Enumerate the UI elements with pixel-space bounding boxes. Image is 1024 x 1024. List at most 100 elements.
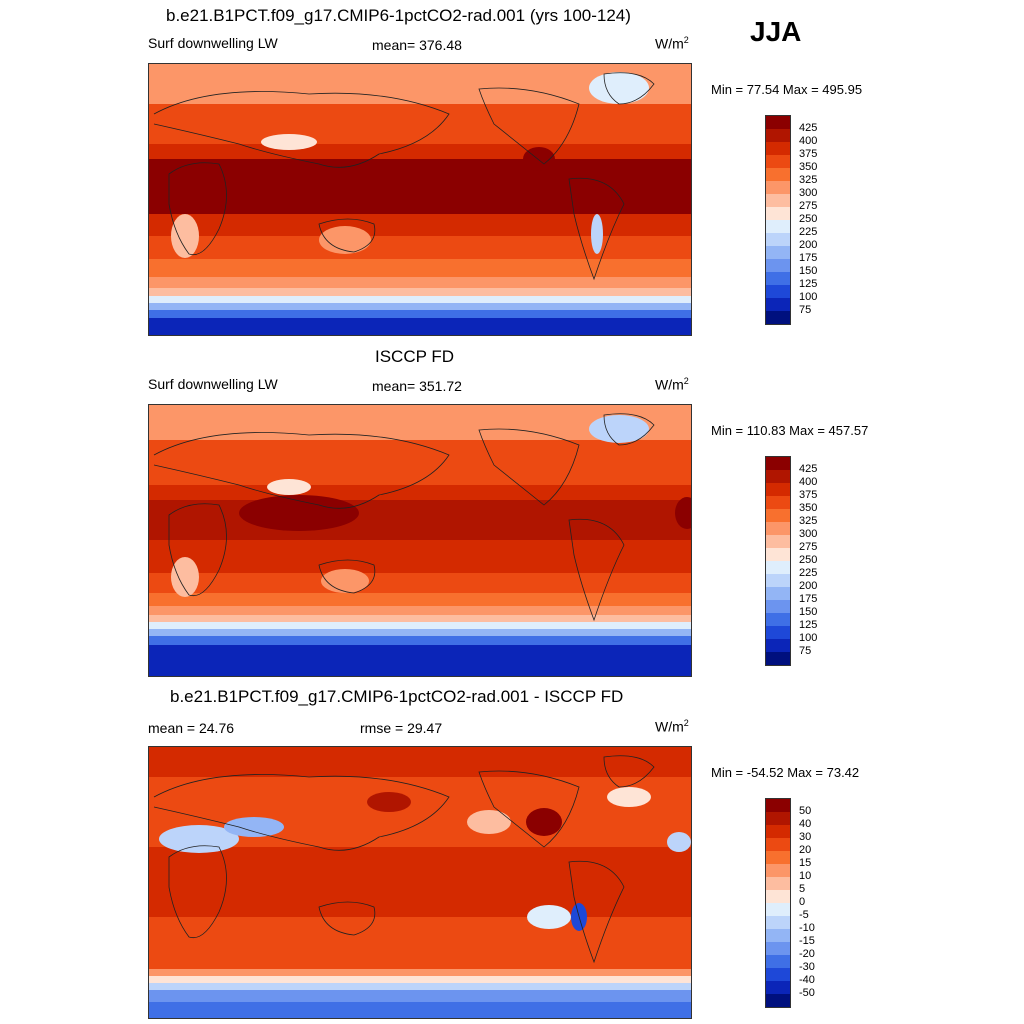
colorbar-tick-label: 125 [799,620,817,631]
panel2-minmax: Min = 110.83 Max = 457.57 [711,423,868,438]
colorbar-swatch [766,994,790,1007]
colorbar-swatch [766,929,790,942]
colorbar-swatch [766,298,790,311]
colorbar-swatch [766,600,790,613]
panel2-title: ISCCP FD [375,347,454,367]
colorbar-tick-label: 400 [799,136,817,147]
colorbar-swatch [766,259,790,272]
colorbar-swatch [766,470,790,483]
colorbar-swatch [766,851,790,864]
colorbar-tick-label: 225 [799,227,817,238]
colorbar-swatch [766,838,790,851]
colorbar-swatch [766,825,790,838]
colorbar-tick-label: 100 [799,292,817,303]
colorbar-swatch [766,639,790,652]
colorbar-tick-label: 40 [799,819,811,830]
colorbar-swatch [766,548,790,561]
colorbar-tick-label: 5 [799,884,805,895]
panel3-units: W/m2 [655,718,689,735]
colorbar-swatch [766,799,790,812]
colorbar-tick-label: 200 [799,240,817,251]
panel2-mean-label: mean= 351.72 [372,378,462,394]
colorbar-tick-label: 400 [799,477,817,488]
colorbar-swatch [766,168,790,181]
colorbar-swatch [766,535,790,548]
colorbar-swatch [766,942,790,955]
colorbar-swatch [766,903,790,916]
colorbar-swatch [766,246,790,259]
colorbar-swatch [766,877,790,890]
colorbar-tick-label: 375 [799,149,817,160]
colorbar-swatch [766,626,790,639]
panel1-colorbar [765,115,791,325]
colorbar-swatch [766,181,790,194]
colorbar-swatch [766,116,790,129]
colorbar-swatch [766,311,790,324]
colorbar-tick-label: 350 [799,503,817,514]
colorbar-tick-label: 30 [799,832,811,843]
panel1-minmax: Min = 77.54 Max = 495.95 [711,82,862,97]
colorbar-tick-label: -5 [799,910,809,921]
colorbar-tick-label: 150 [799,607,817,618]
colorbar-swatch [766,561,790,574]
colorbar-tick-label: 125 [799,279,817,290]
colorbar-tick-label: -10 [799,923,815,934]
colorbar-swatch [766,129,790,142]
colorbar-tick-label: -15 [799,936,815,947]
colorbar-tick-label: 250 [799,555,817,566]
colorbar-swatch [766,155,790,168]
panel3-rmse-label: rmse = 29.47 [360,720,442,736]
panel3-mean-label: mean = 24.76 [148,720,234,736]
colorbar-swatch [766,613,790,626]
colorbar-tick-label: 325 [799,175,817,186]
colorbar-tick-label: 75 [799,305,811,316]
colorbar-swatch [766,812,790,825]
panel3-colorbar [765,798,791,1008]
panel2-variable-label: Surf downwelling LW [148,376,278,392]
colorbar-swatch [766,916,790,929]
panel1-title: b.e21.B1PCT.f09_g17.CMIP6-1pctCO2-rad.00… [166,6,631,26]
colorbar-swatch [766,981,790,994]
colorbar-tick-label: 100 [799,633,817,644]
colorbar-tick-label: 200 [799,581,817,592]
colorbar-swatch [766,587,790,600]
colorbar-tick-label: 225 [799,568,817,579]
colorbar-swatch [766,285,790,298]
colorbar-tick-label: -30 [799,962,815,973]
panel1-mean-label: mean= 376.48 [372,37,462,53]
colorbar-swatch [766,457,790,470]
panel3-map [148,746,692,1019]
colorbar-tick-label: 300 [799,529,817,540]
panel3-title: b.e21.B1PCT.f09_g17.CMIP6-1pctCO2-rad.00… [170,687,623,707]
colorbar-swatch [766,890,790,903]
colorbar-tick-label: 425 [799,123,817,134]
colorbar-swatch [766,272,790,285]
colorbar-tick-label: 300 [799,188,817,199]
colorbar-swatch [766,652,790,665]
colorbar-tick-label: 275 [799,542,817,553]
colorbar-swatch [766,574,790,587]
colorbar-tick-label: 275 [799,201,817,212]
panel1-variable-label: Surf downwelling LW [148,35,278,51]
panel3-minmax: Min = -54.52 Max = 73.42 [711,765,859,780]
colorbar-swatch [766,496,790,509]
colorbar-swatch [766,233,790,246]
colorbar-tick-label: 375 [799,490,817,501]
colorbar-tick-label: 175 [799,594,817,605]
colorbar-tick-label: 325 [799,516,817,527]
colorbar-tick-label: 20 [799,845,811,856]
colorbar-tick-label: 350 [799,162,817,173]
season-label: JJA [750,16,801,48]
colorbar-tick-label: 425 [799,464,817,475]
colorbar-tick-label: 15 [799,858,811,869]
colorbar-tick-label: 10 [799,871,811,882]
colorbar-tick-label: 75 [799,646,811,657]
panel2-units: W/m2 [655,376,689,393]
colorbar-tick-label: -50 [799,988,815,999]
colorbar-swatch [766,509,790,522]
panel1-map [148,63,692,336]
colorbar-tick-label: 50 [799,806,811,817]
colorbar-swatch [766,483,790,496]
colorbar-swatch [766,968,790,981]
colorbar-swatch [766,142,790,155]
